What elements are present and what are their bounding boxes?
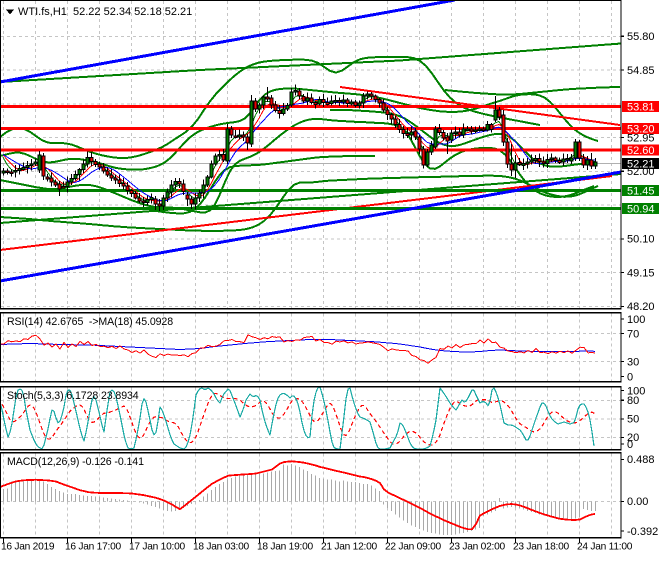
svg-text:23 Jan 18:00: 23 Jan 18:00 bbox=[513, 542, 569, 553]
svg-text:50.10: 50.10 bbox=[627, 234, 655, 246]
svg-text:52.00: 52.00 bbox=[627, 166, 655, 178]
svg-text:-0.392: -0.392 bbox=[627, 526, 658, 538]
svg-text:18 Jan 19:00: 18 Jan 19:00 bbox=[257, 542, 313, 553]
svg-text:22 Jan 09:00: 22 Jan 09:00 bbox=[385, 542, 441, 553]
svg-text:55.80: 55.80 bbox=[627, 31, 655, 43]
svg-text:18 Jan 03:00: 18 Jan 03:00 bbox=[193, 542, 249, 553]
svg-text:52.95: 52.95 bbox=[627, 132, 655, 144]
svg-text:21 Jan 12:00: 21 Jan 12:00 bbox=[321, 542, 377, 553]
svg-text:24 Jan 11:00: 24 Jan 11:00 bbox=[577, 542, 633, 553]
svg-text:52.21: 52.21 bbox=[627, 158, 655, 170]
svg-text:MACD(12,26,9) -0.126 -0.141: MACD(12,26,9) -0.126 -0.141 bbox=[7, 456, 144, 468]
svg-text:49.15: 49.15 bbox=[627, 267, 655, 279]
svg-text:16 Jan 17:00: 16 Jan 17:00 bbox=[65, 542, 121, 553]
svg-text:52.60: 52.60 bbox=[627, 145, 655, 157]
svg-text:53.81: 53.81 bbox=[627, 101, 655, 113]
svg-text:100: 100 bbox=[627, 385, 645, 397]
svg-text:0: 0 bbox=[627, 371, 633, 383]
svg-text:100: 100 bbox=[627, 314, 645, 326]
svg-text:Stoch(5,3,3) 6.1728 23.8934: Stoch(5,3,3) 6.1728 23.8934 bbox=[7, 390, 139, 402]
svg-text:0: 0 bbox=[627, 439, 633, 451]
svg-text:17 Jan 10:00: 17 Jan 10:00 bbox=[129, 542, 185, 553]
svg-text:54.85: 54.85 bbox=[627, 65, 655, 77]
svg-text:30: 30 bbox=[627, 356, 639, 368]
svg-text:23 Jan 02:00: 23 Jan 02:00 bbox=[449, 542, 505, 553]
svg-text:80: 80 bbox=[627, 395, 639, 407]
svg-text:50: 50 bbox=[627, 414, 639, 426]
svg-text:53.20: 53.20 bbox=[627, 123, 655, 135]
svg-text:0.488: 0.488 bbox=[627, 454, 655, 466]
svg-text:20: 20 bbox=[627, 432, 639, 444]
svg-text:48.20: 48.20 bbox=[627, 301, 655, 313]
svg-text:50.94: 50.94 bbox=[627, 203, 655, 215]
svg-text:0.00: 0.00 bbox=[627, 496, 648, 508]
svg-text:51.45: 51.45 bbox=[627, 185, 655, 197]
svg-text:RSI(14) 42.6765 ->MA(18) 45.0: RSI(14) 42.6765 ->MA(18) 45.0928 bbox=[7, 316, 173, 328]
svg-text:16 Jan 2019: 16 Jan 2019 bbox=[1, 542, 55, 553]
svg-text:WTI.fs,H1 52.22 52.34 52.18 5: WTI.fs,H1 52.22 52.34 52.18 52.21 bbox=[18, 6, 192, 18]
svg-text:70: 70 bbox=[627, 328, 639, 340]
